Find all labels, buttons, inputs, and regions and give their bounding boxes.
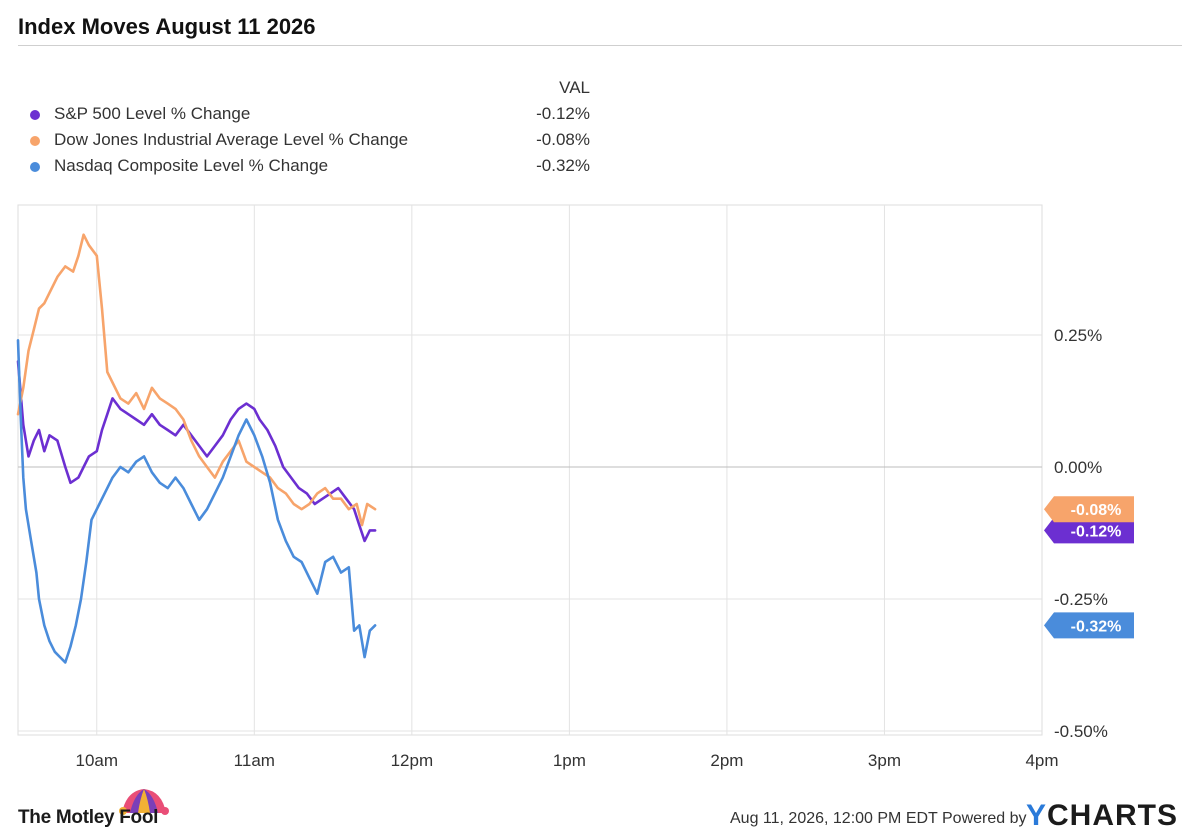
- x-tick-label: 4pm: [1025, 751, 1058, 770]
- value-tag-text: -0.32%: [1071, 618, 1122, 635]
- ycharts-logo: YCHARTS: [1026, 799, 1178, 833]
- motley-fool-logo: The Motley Fool: [18, 785, 188, 833]
- nasdaq-line: [16, 339, 377, 664]
- y-tick-label: -0.25%: [1054, 590, 1108, 609]
- y-tick-label: 0.00%: [1054, 458, 1102, 477]
- x-tick-label: 12pm: [391, 751, 434, 770]
- x-tick-label: 2pm: [710, 751, 743, 770]
- title-divider: [18, 45, 1182, 46]
- x-tick-label: 3pm: [868, 751, 901, 770]
- y-tick-label: 0.25%: [1054, 326, 1102, 345]
- legend-label-nasdaq: Nasdaq Composite Level % Change: [54, 156, 329, 175]
- value-tag-shape: [1044, 517, 1134, 544]
- legend-marker-sp500: [30, 110, 40, 120]
- value-tag-text: -0.12%: [1071, 523, 1122, 540]
- legend-item-dow[interactable]: Dow Jones Industrial Average Level % Cha…: [30, 130, 590, 154]
- legend-item-sp500[interactable]: S&P 500 Level % Change -0.12%: [30, 104, 590, 128]
- footer-timestamp: Aug 11, 2026, 12:00 PM EDT Powered by: [730, 810, 1027, 828]
- sp500-last-value-tag: -0.12%: [1044, 517, 1134, 544]
- legend-label-sp500: S&P 500 Level % Change: [54, 104, 251, 123]
- y-tick-label: -0.50%: [1054, 722, 1108, 741]
- legend-marker-dow: [30, 136, 40, 146]
- x-tick-label: 1pm: [553, 751, 586, 770]
- legend-item-nasdaq[interactable]: Nasdaq Composite Level % Change -0.32%: [30, 156, 590, 180]
- chart-title: Index Moves August 11 2026: [18, 14, 316, 39]
- legend-marker-nasdaq: [30, 162, 40, 172]
- powered-by-text: Powered by: [942, 810, 1027, 827]
- legend-value-nasdaq: -0.32%: [536, 156, 590, 175]
- ycharts-logo-rest: CHARTS: [1047, 799, 1179, 832]
- value-tag-text: -0.08%: [1071, 502, 1122, 519]
- legend-value-sp500: -0.12%: [536, 104, 590, 123]
- legend-value-dow: -0.08%: [536, 130, 590, 149]
- nasdaq-last-value-tag: -0.32%: [1044, 612, 1134, 639]
- value-tag-shape: [1044, 612, 1134, 639]
- dow-last-value-tag: -0.08%: [1044, 496, 1134, 523]
- x-tick-label: 11am: [234, 751, 275, 770]
- ycharts-logo-y: Y: [1026, 799, 1048, 832]
- legend-label-dow: Dow Jones Industrial Average Level % Cha…: [54, 130, 409, 149]
- dow-line: [16, 233, 377, 527]
- x-tick-label: 10am: [76, 751, 119, 770]
- jester-hat-icon: [119, 789, 169, 815]
- legend-value-header: VAL: [559, 78, 590, 97]
- motley-fool-wordmark: The Motley Fool: [18, 807, 159, 828]
- plot-area: [17, 204, 1043, 736]
- value-tag-shape: [1044, 496, 1134, 523]
- timestamp-text: Aug 11, 2026, 12:00 PM EDT: [730, 810, 938, 827]
